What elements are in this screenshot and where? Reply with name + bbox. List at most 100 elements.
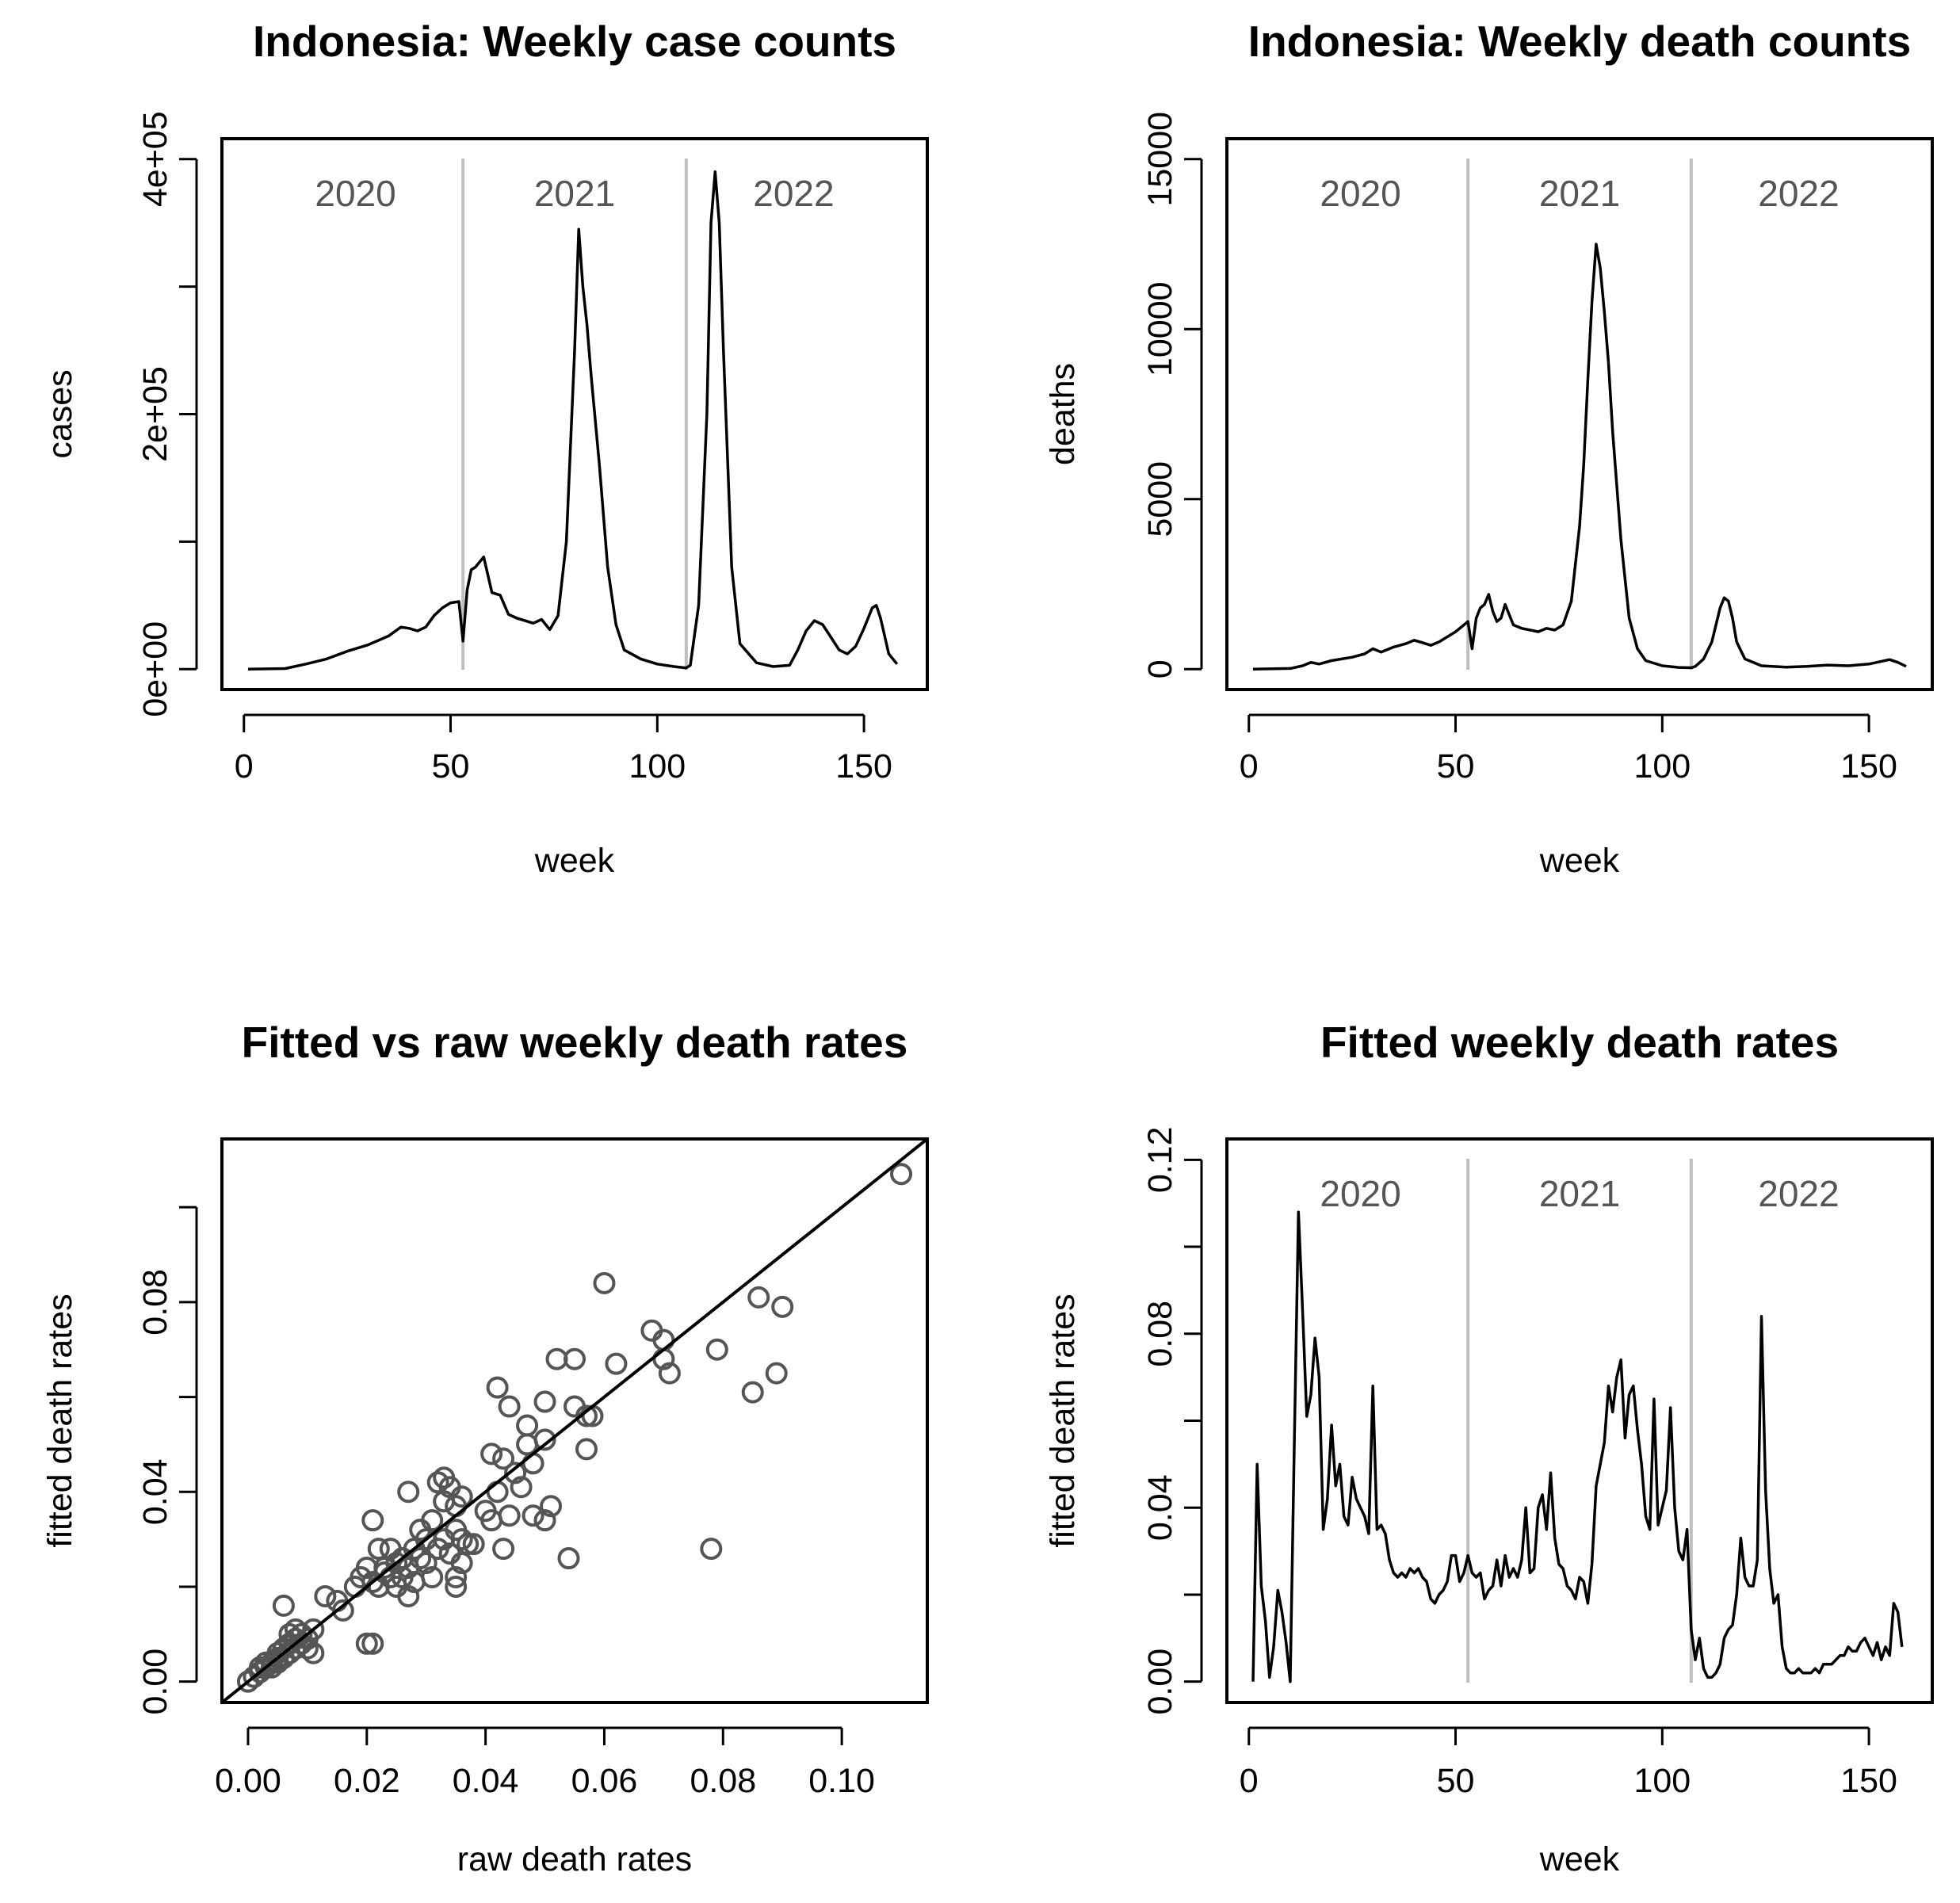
deaths-x-axis-label: week [1539, 842, 1620, 880]
scatter-point [290, 1622, 313, 1645]
scatter-point [545, 1347, 568, 1370]
scatter-point [522, 1452, 544, 1475]
scatter-point [771, 1295, 794, 1318]
scatter-point [516, 1433, 539, 1456]
scatter-point [397, 1584, 420, 1607]
scatter-point [421, 1509, 444, 1532]
scatter-point [426, 1471, 449, 1494]
scatter-x-tick-label: 0.02 [334, 1762, 400, 1800]
scatter-point [705, 1338, 728, 1361]
cases-plot-frame [220, 137, 929, 691]
scatter-point [533, 1390, 556, 1413]
scatter-point [367, 1538, 390, 1561]
scatter-point [564, 1347, 586, 1370]
cases-series-line [247, 170, 899, 671]
cases-year-label: 2022 [753, 173, 834, 214]
scatter-point [741, 1381, 764, 1404]
deaths-year-label: 2022 [1758, 173, 1839, 214]
scatter-point [480, 1443, 503, 1465]
scatter-point [409, 1547, 432, 1570]
fitted-y-tick-label: 0.08 [1141, 1301, 1179, 1367]
scatter-point [314, 1584, 337, 1607]
deaths-x-tick-label: 0 [1240, 747, 1259, 785]
fitted-y-tick-label: 0.12 [1141, 1126, 1179, 1193]
scatter-x-tick-label: 0.08 [690, 1762, 756, 1800]
fitted-series-line [1251, 1210, 1904, 1683]
panel-cases: Indonesia: Weekly case counts 0 50 100 150 we… [41, 17, 929, 880]
scatter-point [605, 1352, 628, 1375]
scatter-point [462, 1533, 485, 1556]
cases-x-tick-label: 100 [628, 747, 686, 785]
panel-deaths: Indonesia: Weekly death counts 0 50 100 150 w… [1044, 17, 1934, 880]
deaths-x-tick-label: 150 [1840, 747, 1897, 785]
scatter-y-axis-label: fitted death rates [41, 1294, 79, 1547]
fitted-x-tick-label: 150 [1840, 1762, 1897, 1800]
fitted-year-label: 2020 [1320, 1173, 1400, 1214]
scatter-point [445, 1575, 468, 1598]
scatter-point [361, 1509, 384, 1532]
fitted-year-label: 2021 [1539, 1173, 1620, 1214]
fitted-y-axis-label: fitted death rates [1044, 1294, 1082, 1547]
deaths-y-tick-label: 10000 [1141, 281, 1179, 376]
scatter-point [450, 1528, 473, 1551]
scatter-point [492, 1538, 515, 1561]
scatter-point [445, 1566, 468, 1588]
scatter-point [385, 1552, 408, 1575]
scatter-point [355, 1632, 378, 1655]
scatter-point [747, 1286, 770, 1309]
scatter-point [272, 1594, 295, 1617]
scatter-y-tick-label: 0.04 [136, 1458, 174, 1525]
scatter-x-axis-label: raw death rates [457, 1840, 692, 1878]
scatter-point [522, 1504, 544, 1527]
panel-fitted: Fitted weekly death rates 0 50 100 150 week 0.… [1044, 1018, 1934, 1878]
scatter-point [575, 1404, 598, 1427]
scatter-x-tick-label: 0.06 [571, 1762, 638, 1800]
scatter-y-tick-label: 0.00 [136, 1649, 174, 1715]
fitted-y-tick-label: 0.00 [1141, 1649, 1179, 1715]
fitted-x-tick-label: 50 [1437, 1762, 1475, 1800]
cases-x-tick-label: 0 [235, 747, 254, 785]
cases-year-label: 2020 [315, 173, 395, 214]
deaths-plot-frame [1225, 137, 1934, 691]
scatter-x-tick-label: 0.00 [215, 1762, 281, 1800]
deaths-x-tick-label: 50 [1437, 747, 1475, 785]
deaths-x-tick-label: 100 [1633, 747, 1691, 785]
scatter-point [296, 1637, 319, 1660]
fitted-x-axis-label: week [1539, 1840, 1620, 1878]
scatter-point [557, 1547, 580, 1570]
deaths-title: Indonesia: Weekly death counts [1248, 17, 1911, 66]
scatter-point [492, 1447, 515, 1470]
scatter-point [450, 1485, 473, 1508]
scatter-point [540, 1495, 563, 1518]
cases-y-axis-label: cases [41, 369, 79, 458]
scatter-point [765, 1362, 788, 1385]
deaths-series-line [1252, 243, 1907, 671]
scatter-point [302, 1618, 325, 1641]
scatter-point [397, 1481, 420, 1504]
scatter-title: Fitted vs raw weekly death rates [242, 1018, 908, 1067]
fitted-plot-frame [1225, 1137, 1934, 1704]
scatter-point [516, 1414, 539, 1437]
scatter-point [486, 1376, 509, 1399]
scatter-point [593, 1271, 616, 1294]
scatter-point [575, 1438, 598, 1461]
fitted-title: Fitted weekly death rates [1320, 1018, 1839, 1067]
scatter-reference-line [222, 1139, 927, 1702]
scatter-point [486, 1481, 509, 1504]
scatter-y-tick-label: 0.08 [136, 1269, 174, 1336]
deaths-y-axis-label: deaths [1044, 363, 1082, 465]
scatter-plot-frame [220, 1137, 929, 1704]
cases-x-tick-label: 150 [835, 747, 892, 785]
cases-x-axis-label: week [534, 842, 615, 880]
scatter-x-tick-label: 0.04 [453, 1762, 519, 1800]
scatter-point [450, 1552, 473, 1575]
scatter-x-tick-label: 0.10 [808, 1762, 875, 1800]
scatter-point [533, 1428, 556, 1451]
cases-y-tick-label: 0e+00 [136, 621, 174, 717]
scatter-point [361, 1632, 384, 1655]
fitted-year-label: 2022 [1758, 1173, 1839, 1214]
scatter-point [421, 1566, 444, 1588]
scatter-point [302, 1641, 325, 1664]
scatter-point [331, 1599, 354, 1622]
scatter-point [890, 1163, 913, 1186]
